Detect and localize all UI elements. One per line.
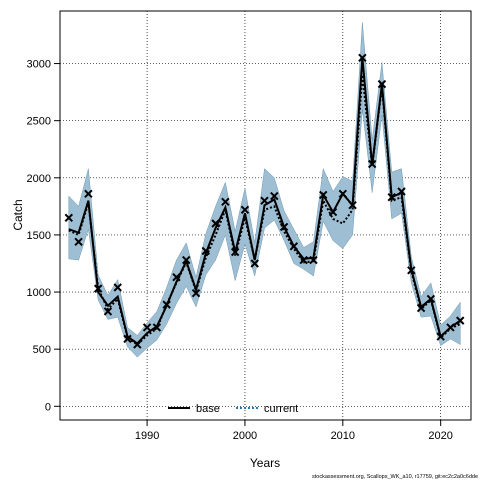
y-axis-ticks: 0 500 1000 1500 2000 2500 3000 <box>27 59 60 413</box>
observed-marker <box>309 255 318 265</box>
observed-marker <box>387 193 396 202</box>
y-axis-title: Catch <box>11 199 25 230</box>
observed-marker <box>407 266 416 275</box>
observed-marker <box>152 323 162 332</box>
x-tick-label: 2020 <box>428 430 452 442</box>
observed-marker <box>270 191 279 201</box>
observed-marker <box>103 307 113 316</box>
y-tick-label: 0 <box>45 401 51 413</box>
observed-marker <box>367 159 377 169</box>
plot-frame <box>59 10 472 421</box>
observed-marker <box>279 222 289 232</box>
observed-marker <box>240 205 250 214</box>
observed-marker <box>182 255 191 265</box>
observed-marker <box>162 300 171 309</box>
y-tick-label: 2500 <box>27 116 51 128</box>
observed-marker <box>416 303 426 313</box>
y-tick-label: 1000 <box>27 287 51 299</box>
observed-markers <box>64 53 465 349</box>
observed-marker <box>250 259 259 268</box>
observed-marker <box>319 190 328 200</box>
x-axis-title: Years <box>250 456 280 470</box>
observed-marker <box>123 334 132 344</box>
observed-marker <box>260 196 269 205</box>
observed-marker <box>74 237 83 246</box>
observed-marker <box>142 323 152 332</box>
observed-marker <box>64 213 74 222</box>
x-axis-ticks: 1990 2000 2010 2020 <box>135 420 453 442</box>
observed-marker <box>328 207 338 217</box>
observed-marker <box>84 189 93 199</box>
observed-marker <box>446 323 455 332</box>
observed-marker <box>348 201 357 210</box>
x-tick-label: 2000 <box>233 430 257 442</box>
observed-marker <box>299 255 308 265</box>
observed-marker <box>289 242 299 251</box>
footnote: stockassessment.org, Scallops_WK_a10, r1… <box>312 474 478 480</box>
observed-marker <box>113 283 122 292</box>
observed-marker <box>377 79 387 89</box>
y-tick-label: 2000 <box>27 173 51 185</box>
observed-marker <box>397 187 406 196</box>
confidence-band <box>68 22 461 358</box>
legend-current-label: current <box>264 403 298 415</box>
y-tick-label: 1500 <box>27 230 51 242</box>
y-tick-label: 3000 <box>27 59 51 71</box>
confidence-band-area <box>68 22 461 358</box>
observed-marker <box>93 284 103 293</box>
legend: base current <box>168 403 298 415</box>
observed-marker <box>230 247 240 257</box>
observed-marker <box>191 288 201 298</box>
observed-marker <box>201 246 211 256</box>
observed-marker <box>436 332 445 341</box>
observed-marker <box>338 189 348 199</box>
observed-marker <box>426 294 436 304</box>
observed-marker <box>358 53 367 63</box>
observed-marker <box>211 219 220 228</box>
x-tick-label: 1990 <box>135 430 159 442</box>
observed-marker <box>133 340 142 349</box>
y-tick-label: 500 <box>33 344 51 356</box>
observed-marker <box>172 272 181 282</box>
observed-marker <box>221 197 230 206</box>
observed-marker <box>456 316 465 325</box>
x-tick-label: 2010 <box>331 430 355 442</box>
legend-base-label: base <box>196 403 220 415</box>
